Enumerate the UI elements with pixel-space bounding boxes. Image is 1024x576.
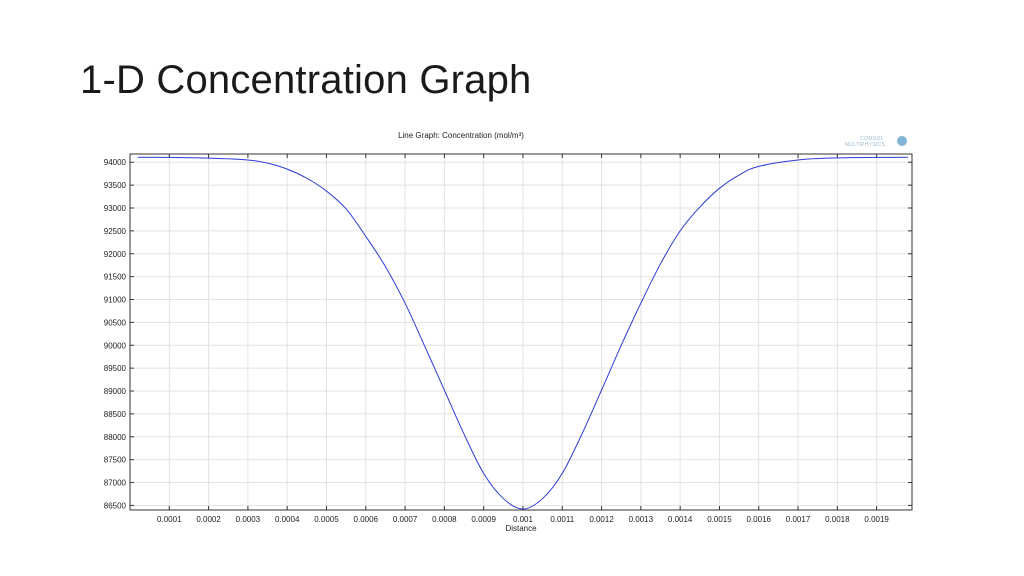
y-tick-label: 91000: [104, 296, 127, 305]
comsol-logo: COMSOL MULTIPHYSICS: [845, 136, 907, 148]
y-tick-label: 90000: [104, 341, 127, 350]
series-group: [137, 156, 909, 510]
x-tick-label: 0.0004: [275, 515, 300, 524]
y-tick-label: 92000: [104, 250, 127, 259]
y-tick-label: 88500: [104, 410, 127, 419]
x-tick-label: 0.0018: [825, 515, 850, 524]
y-tick-label: 93000: [104, 204, 127, 213]
x-tick-label: 0.0008: [432, 515, 457, 524]
plot-frame: [129, 153, 913, 511]
x-tick-label: 0.0016: [747, 515, 772, 524]
y-tick-label: 92500: [104, 227, 127, 236]
logo-line-1: COMSOL: [860, 136, 883, 142]
y-tick-label: 87000: [104, 479, 127, 488]
x-axis-label: Distance: [505, 524, 537, 533]
y-tick-label: 93500: [104, 181, 127, 190]
y-tick-label: 86500: [104, 501, 127, 510]
y-tick-label: 87500: [104, 456, 127, 465]
y-tick-label: 89500: [104, 364, 127, 373]
x-axis: 0.0001 0.0002 0.0003 0.0004 0.0005 0.0006 0.00…: [157, 154, 889, 524]
x-tick-label: 0.0007: [393, 515, 418, 524]
x-tick-label: 0.0014: [668, 515, 693, 524]
x-tick-label: 0.001: [513, 515, 534, 524]
x-tick-label: 0.0015: [707, 515, 732, 524]
x-tick-label: 0.0001: [157, 515, 182, 524]
slide-title: 1-D Concentration Graph: [80, 58, 532, 102]
x-tick-label: 0.0017: [786, 515, 811, 524]
x-tick-label: 0.0006: [354, 515, 379, 524]
y-tick-label: 88000: [104, 433, 127, 442]
y-tick-label: 89000: [104, 387, 127, 396]
chart-title: Line Graph: Concentration (mol/m³): [398, 131, 524, 140]
y-tick-label: 91500: [104, 273, 127, 282]
x-tick-label: 0.0019: [864, 515, 889, 524]
y-axis: 94000 93500 93000 92500 92000 91500 91000 90500…: [104, 158, 912, 510]
y-tick-label: 94000: [104, 158, 127, 167]
logo-line-2: MULTIPHYSICS: [845, 142, 886, 148]
x-tick-label: 0.0011: [550, 515, 574, 524]
x-tick-label: 0.0009: [471, 515, 496, 524]
comsol-logo-icon: [897, 136, 907, 146]
x-tick-label: 0.0013: [629, 515, 654, 524]
x-tick-label: 0.0002: [196, 515, 221, 524]
x-tick-label: 0.0003: [236, 515, 261, 524]
x-tick-label: 0.0005: [314, 515, 339, 524]
y-tick-label: 90500: [104, 318, 127, 327]
x-tick-label: 0.0012: [589, 515, 614, 524]
grid: [130, 154, 912, 510]
series-line-0: [137, 156, 909, 510]
